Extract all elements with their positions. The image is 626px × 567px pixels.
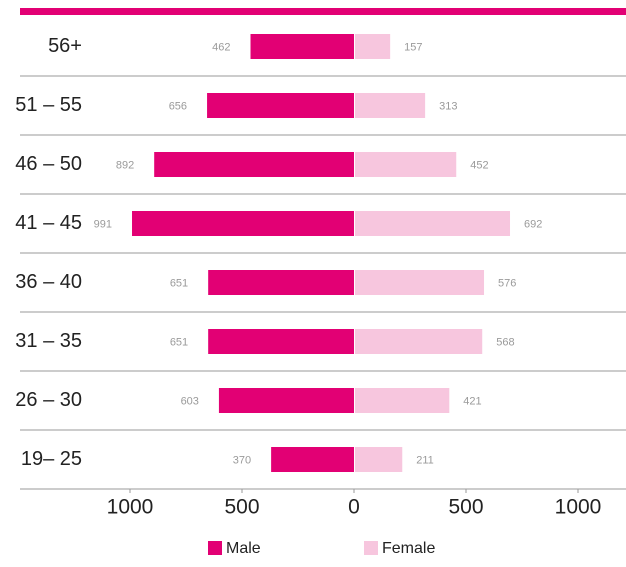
value-label: 651 [170, 336, 188, 348]
x-tick-label: 500 [224, 496, 259, 519]
category-label: 46 – 50 [15, 153, 82, 175]
value-label: 603 [181, 395, 199, 407]
bar [355, 152, 457, 177]
value-label: 211 [416, 454, 434, 466]
bar [355, 211, 511, 236]
category-label: 56+ [48, 35, 82, 57]
x-tick-label: 0 [348, 496, 360, 519]
bar [132, 211, 354, 236]
bar [218, 388, 354, 413]
category-label: 26 – 30 [15, 389, 82, 411]
bar [154, 152, 354, 177]
top-accent-bar [20, 8, 626, 15]
value-label: 991 [94, 218, 112, 230]
bar [207, 93, 354, 118]
x-tick-label: 500 [448, 496, 483, 519]
value-label: 370 [233, 454, 251, 466]
bar [271, 447, 354, 472]
value-label: 576 [498, 277, 516, 289]
x-tick-label: 1000 [555, 496, 602, 519]
value-label: 892 [116, 159, 134, 171]
bar [208, 329, 354, 354]
bar [355, 329, 483, 354]
bar [208, 270, 354, 295]
x-tick-label: 1000 [107, 496, 154, 519]
value-label: 157 [404, 41, 422, 53]
category-label: 31 – 35 [15, 330, 82, 352]
legend-label: Male [226, 540, 261, 557]
category-label: 41 – 45 [15, 212, 82, 234]
bar [250, 34, 354, 59]
legend-swatch [364, 541, 378, 555]
bar [355, 34, 391, 59]
category-label: 19– 25 [21, 448, 82, 470]
value-label: 651 [170, 277, 188, 289]
bar [355, 270, 485, 295]
category-label: 51 – 55 [15, 94, 82, 116]
bar [355, 93, 426, 118]
legend-label: Female [382, 540, 435, 557]
value-label: 452 [470, 159, 488, 171]
legend-swatch [208, 541, 222, 555]
value-label: 462 [212, 41, 230, 53]
bar [355, 388, 450, 413]
category-label: 36 – 40 [15, 271, 82, 293]
value-label: 421 [463, 395, 481, 407]
value-label: 313 [439, 100, 457, 112]
value-label: 568 [496, 336, 514, 348]
value-label: 692 [524, 218, 542, 230]
bar [355, 447, 403, 472]
value-label: 656 [169, 100, 187, 112]
